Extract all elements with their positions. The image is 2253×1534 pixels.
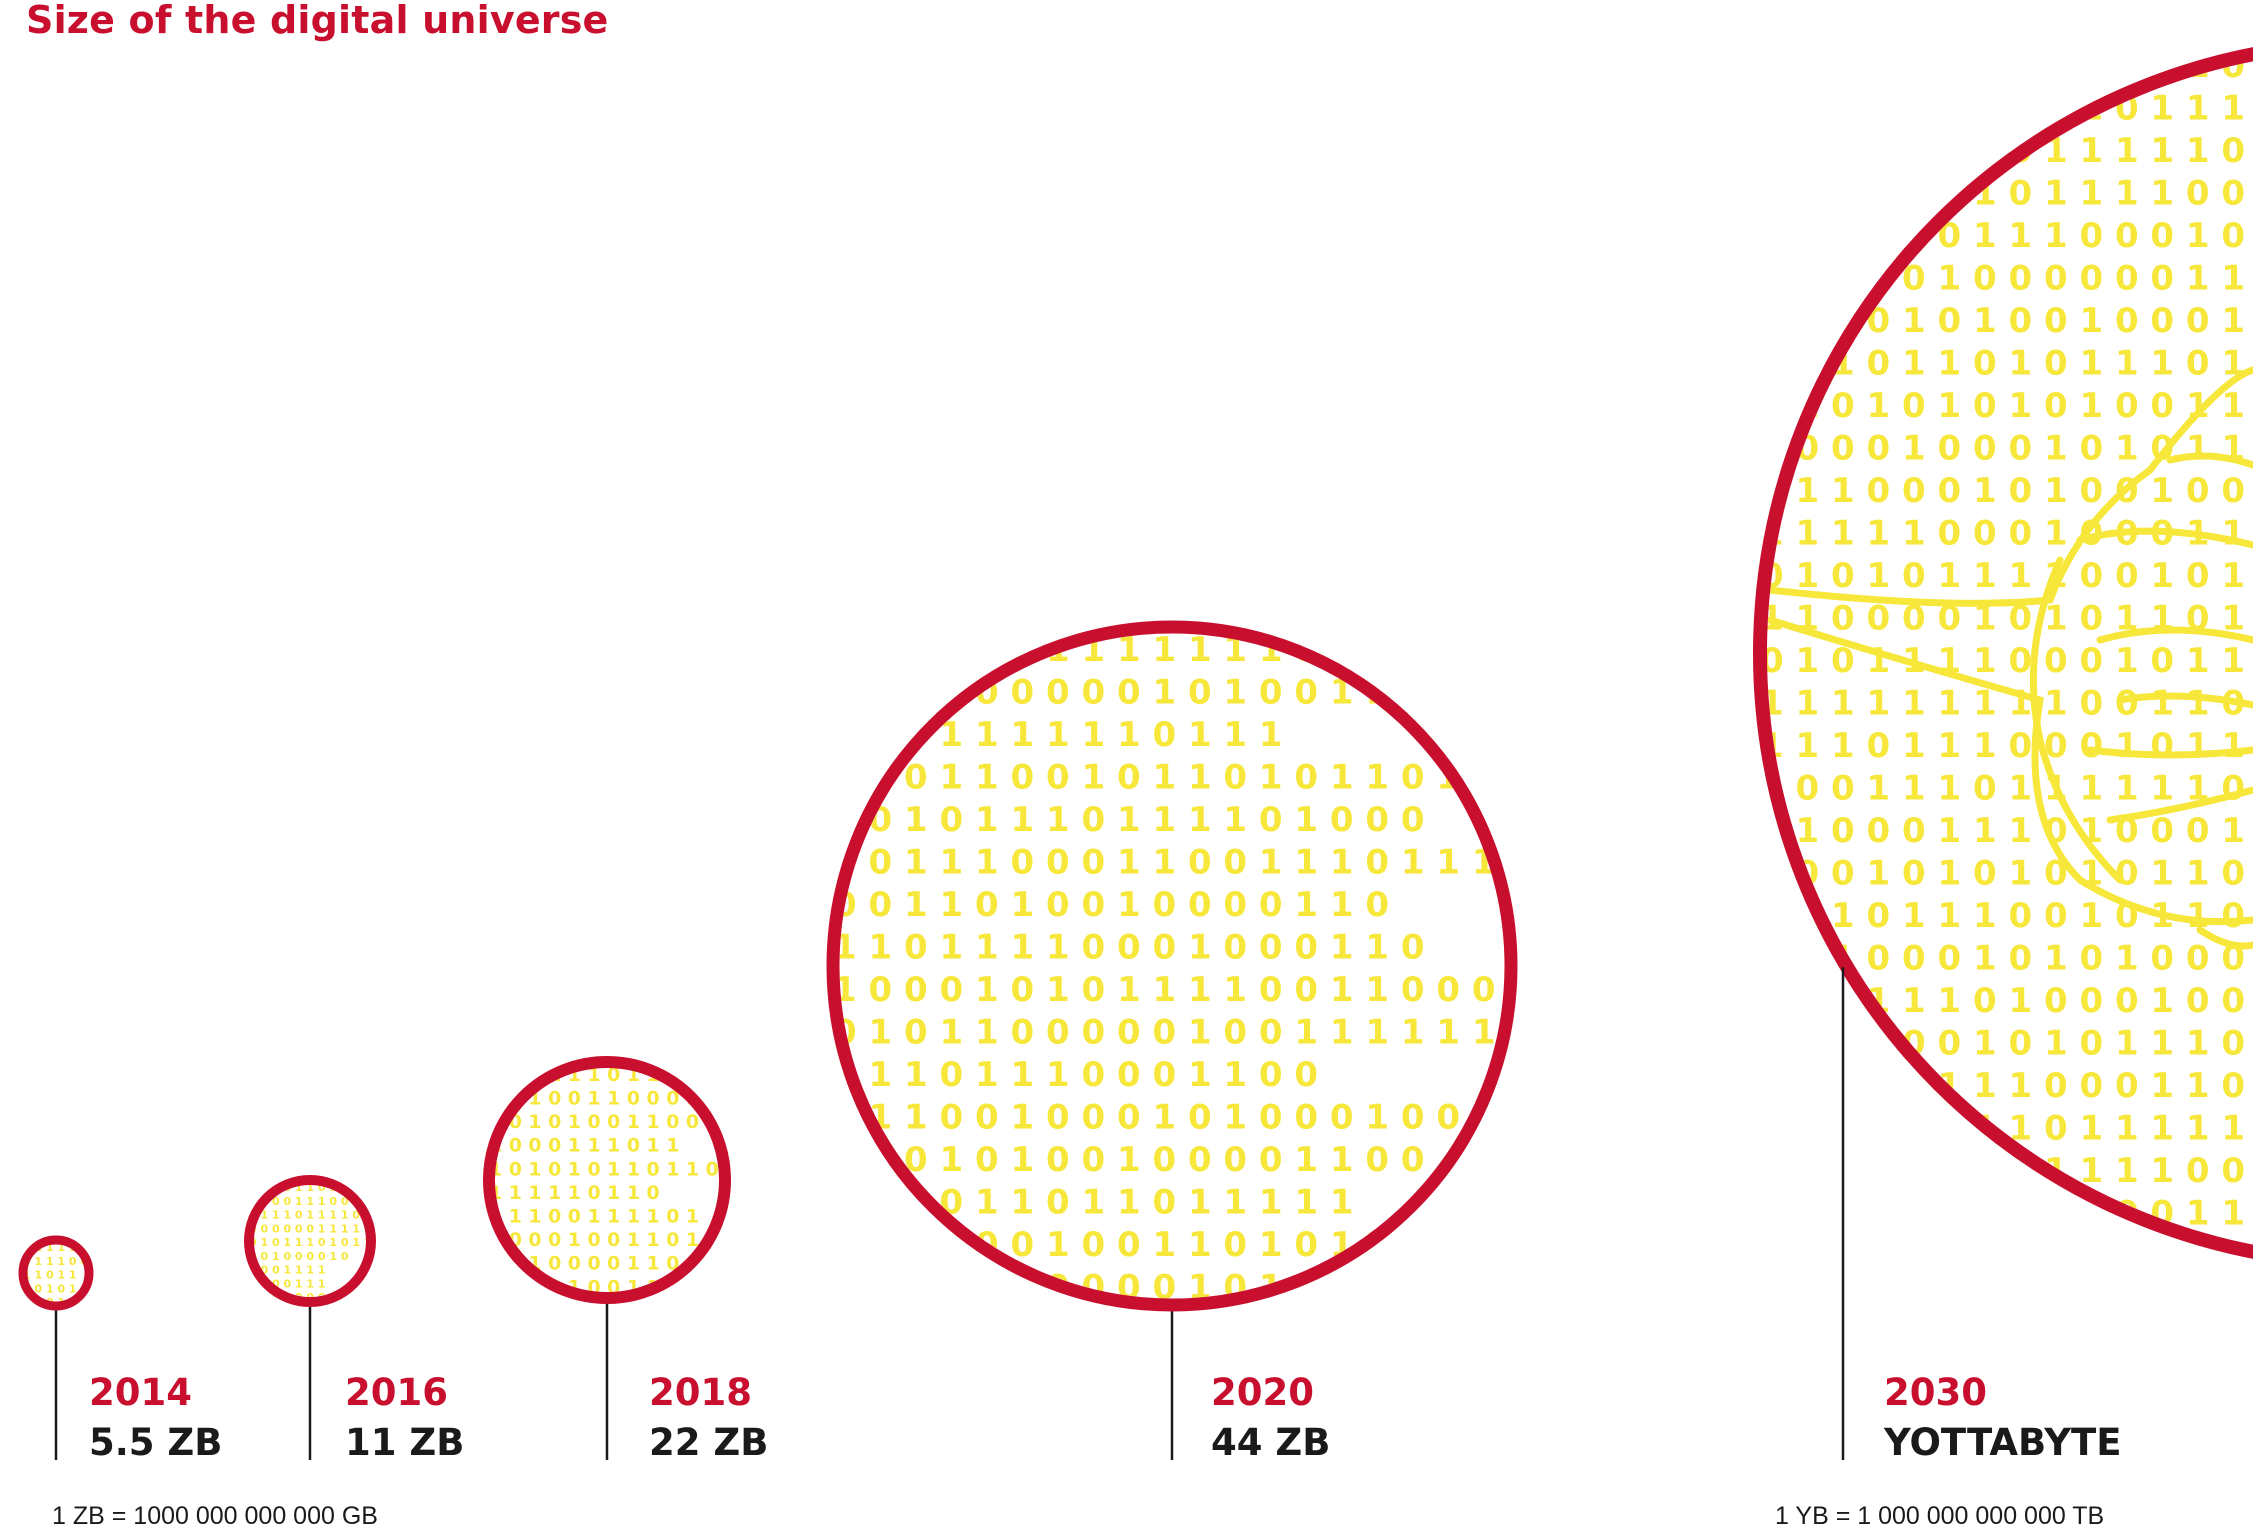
svg-text:1 1 1 1 0 1 1 1 1 0 1 0: 1 1 1 1 0 1 1 1 1 0 1 0 — [249, 1209, 383, 1222]
binary-digits-2014: 1 1 1 1 1 0 1 1 1 0 0 1 1 0 1 1 0 0 1 0 … — [23, 1241, 88, 1309]
svg-text:1 0 1 0 1 0 0 1 1 0 0 1: 1 0 1 0 1 0 0 1 1 0 0 1 — [489, 1111, 719, 1133]
year-label-2014: 2014 — [89, 1371, 192, 1414]
binary-digits-2030: 0 0 0 0 0 0 1 0 1 1 1 0 1 0 1 0 0 1 0 1 … — [1760, 50, 2253, 1276]
svg-text:1 1 1 1 1 0 1 1 0: 1 1 1 1 1 0 1 1 0 — [489, 1182, 660, 1204]
svg-text:1 1 0 1 0 1: 1 1 0 1 0 1 — [23, 1296, 88, 1309]
svg-text:1 0 0 0 1 1 1 1 1 1 1 1 1: 1 0 0 0 1 1 1 1 1 1 1 1 1 0 1 1 1 0 — [833, 630, 1460, 670]
binary-digits-2018: 1 1 0 1 1 1 0 1 1 0 0 1 0 0 1 0 0 1 1 0 … — [489, 1068, 758, 1292]
svg-text:0 1 1 1 0 0: 0 1 1 1 0 0 — [23, 1255, 88, 1268]
svg-text:1 0 0 0 1 0 0 1 1 0 1 0: 1 0 0 0 1 0 0 1 1 0 1 0 — [489, 1229, 719, 1251]
svg-text:0 0 1 0 1: 0 0 1 0 1 — [23, 1282, 77, 1295]
svg-text:1 0 0 1 1 1 1: 1 0 0 1 1 1 1 — [249, 1264, 326, 1277]
svg-text:0 0 1 0 1 0 1 1 1 0 0: 0 0 1 0 1 0 1 1 1 0 0 0 1 0 1 0 0 1 0 1 … — [1760, 216, 2253, 256]
year-label-2020: 2020 — [1211, 1371, 1314, 1414]
svg-text:1 1 1 0 1 1 0 1 0 1 1: 1 1 1 0 1 1 0 1 0 1 1 — [249, 1181, 372, 1194]
svg-text:0 0 0 1 0 1 0 0 1 0 0: 0 0 0 1 0 1 0 0 1 0 0 0 0 1 1 0 0 — [833, 1140, 1425, 1180]
bubble-stems — [54, 967, 1845, 1460]
svg-text:1 1 1 1 1: 1 1 1 1 1 — [23, 1241, 77, 1254]
svg-text:0 1 0 1 1 1 1 0 0 0 1 0 1: 0 1 0 1 1 1 1 0 0 0 1 0 1 1 1 0 1 0 1 1 … — [1760, 641, 2253, 681]
svg-text:0 1 0 0 0 1 1 1 0 1 0 0 0: 0 1 0 0 0 1 1 1 0 1 0 0 0 1 0 0 0 1 1 1 … — [1760, 811, 2253, 851]
svg-text:1 1 1 0 0 1 1 1 1 0 1: 1 1 1 0 0 1 1 1 1 0 1 — [489, 1205, 699, 1227]
svg-text:0 1 0 1 1 1 0 1 0 0 0 1 0 0: 0 1 0 1 1 1 0 1 0 0 0 1 0 0 0 1 0 1 1 0 … — [1760, 981, 2253, 1021]
svg-text:1 1 0 1 1 1 1 0 0 0 1 0: 1 1 0 1 1 1 1 0 0 0 1 0 0 0 1 1 0 — [833, 928, 1425, 968]
bubble-ring-2030 — [1753, 47, 2253, 1259]
svg-text:1 1 1 0 0 1 0 0 0 1 0 1 0: 1 1 1 0 0 1 0 0 0 1 0 1 0 0 0 1 0 0 0 0 — [833, 1098, 1531, 1138]
svg-text:1 0 1 0 1 1 1 0 1 1 1: 1 0 1 0 1 1 1 0 1 1 1 1 0 1 0 0 0 — [833, 800, 1425, 840]
svg-text:1 1 0 0 1 1 1 1 0 0 0 1: 1 1 0 0 1 1 1 1 0 0 0 1 1 0 1 1 1 0 0 0 … — [1760, 1066, 2253, 1106]
svg-text:1 1 0 0 1 1 0 1 1 1 0 1 1: 1 1 0 0 1 1 0 1 1 1 0 1 1 1 0 1 1 1 1 1 … — [1760, 89, 2253, 129]
svg-text:0 0 1 0 0 0 0 1 0: 0 0 1 0 0 0 0 1 0 — [249, 1250, 349, 1263]
svg-text:0 0 1 1 0 1 0 0 1 0 0 0: 0 0 1 1 0 1 0 0 1 0 0 0 0 1 1 0 — [833, 885, 1389, 925]
svg-text:0 0 1 1 1 0 0 0 1 1 0 0 1 1: 0 0 1 1 1 0 0 0 1 1 0 0 1 1 1 0 1 1 1 1 — [833, 843, 1531, 883]
svg-text:1 1 0 1 1 0 0 1 0 1 1 0 1 0 1: 1 1 0 1 1 0 0 1 0 1 1 0 1 0 1 1 0 1 1 1 … — [833, 758, 1602, 798]
character-illustration — [1767, 366, 2253, 950]
svg-text:0 0 1 1 0 0 0 1 1 1 0 0 0: 0 0 1 1 0 0 0 1 1 1 0 0 0 0 1 1 0 1 0 1 … — [1760, 1236, 2253, 1276]
bubble-ring-2014 — [18, 1235, 94, 1311]
bubble-rings — [18, 47, 2253, 1312]
size-label-2016: 11 ZB — [345, 1421, 464, 1464]
size-label-2020: 44 ZB — [1211, 1421, 1330, 1464]
footnote-zettabyte: 1 ZB = 1000 000 000 000 GB — [52, 1502, 378, 1530]
svg-text:0 1 0 1 1 1 0 1 0 1 1: 0 1 0 1 1 1 0 1 0 1 1 — [249, 1236, 372, 1249]
svg-text:0 0 1 0 0 1 1 0 0 0 1 0 0 0: 0 0 1 0 0 1 1 0 0 0 1 0 0 0 — [489, 1087, 758, 1109]
svg-text:1 1 1 0 1 1 1 0 0 0 1: 1 1 1 0 1 1 1 0 0 0 1 0 1 1 0 0 0 0 0 0 … — [1760, 726, 2253, 766]
svg-text:0 1 0 1 0 1 0 1 0 1 0 0 1 1: 0 1 0 1 0 1 0 1 0 1 0 0 1 1 1 0 1 0 0 1 … — [1760, 386, 2253, 426]
svg-text:1 0 0 0 1 0 1 0 1 1 1 1 0 0: 1 0 0 0 1 0 1 0 1 1 1 1 0 0 1 1 0 0 0 1 … — [833, 970, 1567, 1010]
svg-text:0 1 0 0 1 1 1 0 0 0: 0 1 0 0 1 1 1 0 0 0 — [249, 1195, 360, 1208]
svg-text:1 0 0 1 1 1 1 1 1 0: 1 0 0 1 1 1 1 1 1 0 1 1 1 — [833, 715, 1283, 755]
size-label-2018: 22 ZB — [649, 1421, 768, 1464]
bubble-ring-2020 — [826, 620, 1518, 1312]
binary-digits-2020: 1 0 0 0 1 1 1 1 1 1 1 1 1 0 1 1 1 0 1 1 … — [833, 630, 1602, 1299]
year-label-2016: 2016 — [345, 1371, 448, 1414]
binary-fills: 1 1 1 1 1 0 1 1 1 0 0 1 1 0 1 1 0 0 1 0 … — [23, 50, 2253, 1309]
svg-text:1 0 0 1 1 1 0 1 1 1 1: 1 0 0 1 1 1 0 1 1 1 1 1 1 0 1 0 1 0 0 1 … — [1760, 769, 2253, 809]
svg-text:1 1 0 0 0 0 0 0 0 1 0 1: 1 1 0 0 0 0 0 0 0 1 0 1 0 0 1 1 0 — [833, 673, 1425, 713]
svg-text:0 1 0 0 1 0 1 0 0 1 0 0 0: 0 1 0 0 1 0 1 0 0 1 0 0 0 1 1 1 0 0 0 1 … — [1760, 301, 2253, 341]
svg-text:1 0 0 0 1 1 1 0 1 1: 1 0 0 0 1 1 1 0 1 1 — [489, 1135, 679, 1157]
chart-title: Size of the digital universe — [26, 0, 609, 42]
bubble-ring-2018 — [483, 1056, 731, 1304]
year-label-2030: 2030 — [1884, 1371, 1987, 1414]
svg-text:1 0 0 1 0 1 0 1 0 1 0 1 1: 1 0 0 1 0 1 0 1 0 1 0 1 1 0 0 1 0 0 1 0 … — [1760, 854, 2253, 894]
binary-digits-2016: 1 1 1 0 1 1 0 1 0 1 1 0 1 0 0 1 1 1 0 0 … — [249, 1181, 383, 1304]
bubble-ring-2016 — [244, 1175, 376, 1307]
footnote-yottabyte: 1 YB = 1 000 000 000 000 TB — [1775, 1502, 2105, 1530]
svg-text:1 0 1 0 1 0 1 1 0 1 1 0 1: 1 0 1 0 1 0 1 1 0 1 1 0 1 — [489, 1158, 738, 1180]
svg-text:0 1 1 0 0 0 1 0 1 0 0 1: 0 1 1 0 0 0 1 0 1 0 0 1 0 0 1 0 1 0 1 1 … — [1760, 471, 2253, 511]
size-label-2030: YOTTABYTE — [1883, 1421, 2122, 1464]
bubble-labels: 2014 5.5 ZB 2016 11 ZB 2018 22 ZB 2020 44 ZB 203… — [89, 1371, 2122, 1464]
svg-text:1 1 1 0 1 1 1 0 0: 1 1 1 0 1 1 1 0 0 0 1 1 0 0 — [833, 1055, 1318, 1095]
svg-text:0 1 0 1 0 0 0 1 1 0: 0 1 0 1 0 0 0 1 1 0 — [249, 1291, 360, 1304]
svg-text:0 1 0 1 1 0 0 0 0 0 1 0 0: 0 1 0 1 1 0 0 0 0 0 1 0 0 1 1 1 1 1 1 — [833, 1013, 1496, 1053]
svg-text:1 0 0 1 0 0 1 0 1 0 1 1 1 0: 1 0 0 1 0 0 1 0 1 0 1 1 1 0 0 1 0 0 0 0 … — [1760, 1024, 2253, 1064]
size-label-2014: 5.5 ZB — [89, 1421, 222, 1464]
svg-text:1 1 0 1 1: 1 1 0 1 1 — [23, 1269, 77, 1282]
svg-text:0 0 1 0 0 1 0 0 0 0 0 0 1: 0 0 1 0 0 1 0 0 0 0 0 0 1 1 1 1 0 1 1 1 … — [1760, 259, 2253, 299]
svg-text:1 1 1 1 1 0 0 1 1 1 1: 1 1 1 1 1 0 0 1 1 1 1 1 0 0 0 1 0 0 0 1 … — [1760, 1151, 2253, 1191]
svg-text:0 0 0 0 0 0 1 1 1 1 1 0: 0 0 0 0 0 0 1 1 1 1 1 0 — [249, 1222, 383, 1235]
year-label-2018: 2018 — [649, 1371, 752, 1414]
svg-text:0 0 1 0 0 0 1 0 1 1 1 1 0: 0 0 1 0 0 0 1 0 1 1 1 1 0 0 0 1 1 0 1 0 … — [1760, 174, 2253, 214]
svg-text:1 1 1 0 0 0 0 1 1 0 0 0: 1 1 1 0 0 0 0 1 1 0 0 0 — [489, 1253, 719, 1275]
svg-text:0 1 0 1 0 1 1 1 1 0: 0 1 0 1 0 1 1 1 1 0 0 1 0 1 1 1 1 1 0 0 … — [1760, 556, 2253, 596]
